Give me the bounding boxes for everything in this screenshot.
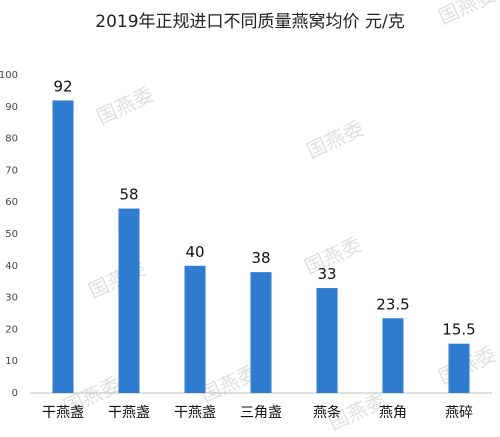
chart-title: 2019年正规进口不同质量燕窝均价 元/克 xyxy=(95,12,404,32)
y-axis: 0 10 20 30 40 50 60 70 80 90 100 xyxy=(0,70,492,399)
bar-value-label: 58 xyxy=(119,186,138,204)
y-tick-label: 80 xyxy=(5,134,18,145)
bars-group xyxy=(52,100,470,393)
bar xyxy=(184,265,206,393)
y-tick-label: 0 xyxy=(12,388,18,399)
watermark-text: 国燕委 xyxy=(93,82,158,129)
bar xyxy=(52,100,74,393)
y-tick-label: 40 xyxy=(5,261,18,272)
y-tick-label: 100 xyxy=(0,70,18,81)
bar xyxy=(382,318,404,393)
category-label: 燕碎 xyxy=(445,405,473,421)
bar-value-label: 40 xyxy=(185,243,204,261)
bar xyxy=(448,343,470,393)
y-tick-label: 70 xyxy=(5,165,18,176)
y-tick-label: 20 xyxy=(5,324,18,335)
category-label: 燕角 xyxy=(379,405,407,421)
watermark-text: 国燕委 xyxy=(303,116,368,163)
bar-value-label: 38 xyxy=(251,249,270,267)
category-labels-group: 干燕盏 干燕盏 干燕盏 三角盏 燕条 燕角 燕碎 xyxy=(42,404,473,421)
y-tick-label: 50 xyxy=(5,229,18,240)
bar xyxy=(316,288,338,393)
bar-value-label: 92 xyxy=(53,77,72,95)
watermark-text: 国燕委 xyxy=(435,0,500,29)
bar xyxy=(250,272,272,393)
y-tick-label: 30 xyxy=(5,293,18,304)
y-tick-label: 60 xyxy=(5,197,18,208)
y-tick-label: 10 xyxy=(5,356,18,367)
category-label: 燕条 xyxy=(313,404,341,421)
bar xyxy=(118,208,140,393)
category-label: 干燕盏 xyxy=(174,405,216,421)
y-tick-label: 90 xyxy=(5,102,18,113)
category-label: 三角盏 xyxy=(240,405,282,421)
value-labels-group: 92 58 40 38 33 23.5 15.5 xyxy=(53,77,475,338)
category-label: 干燕盏 xyxy=(42,405,84,421)
category-label: 干燕盏 xyxy=(108,405,150,421)
bar-value-label: 33 xyxy=(317,265,336,283)
bar-value-label: 23.5 xyxy=(376,295,409,313)
bar-value-label: 15.5 xyxy=(442,321,475,339)
watermark-text: 国燕委 xyxy=(85,256,150,303)
